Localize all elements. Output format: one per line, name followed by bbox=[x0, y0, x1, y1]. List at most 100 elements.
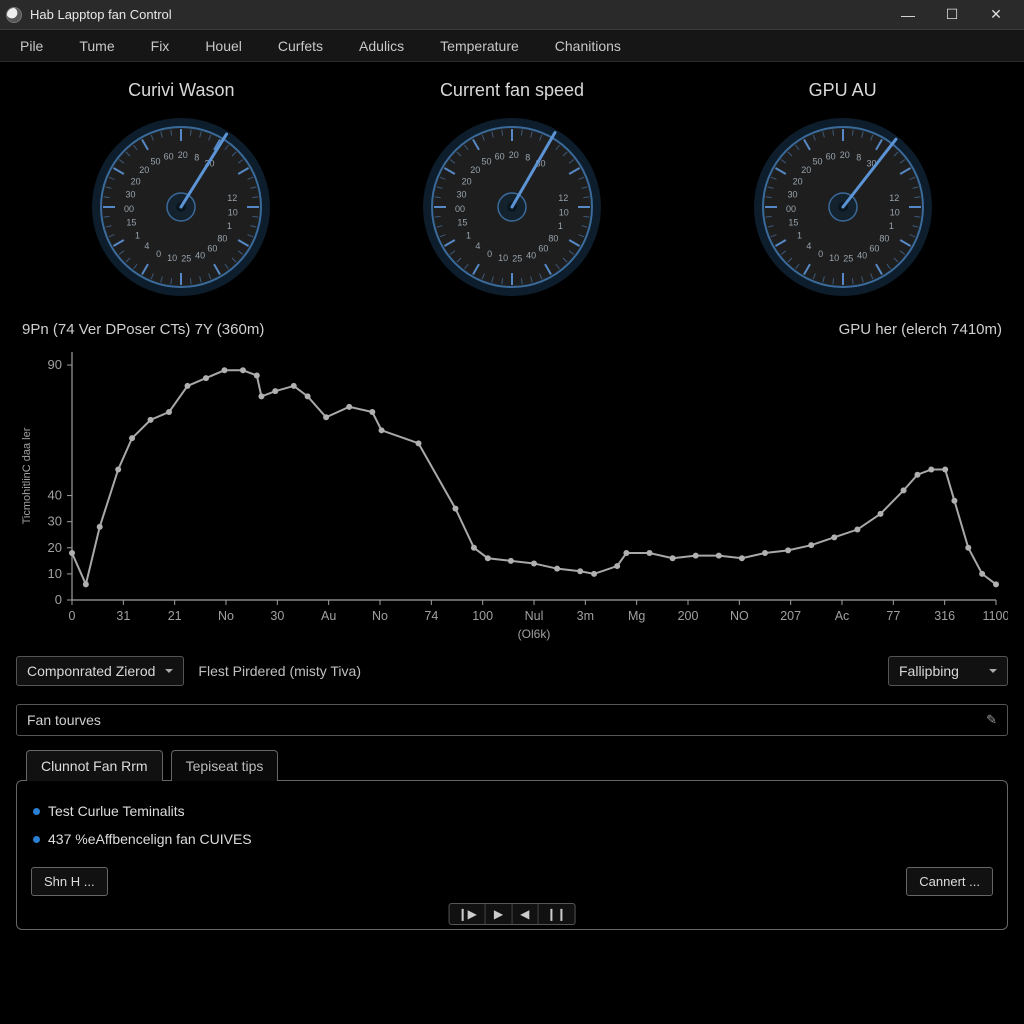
svg-text:0: 0 bbox=[69, 609, 76, 623]
media-btn-0[interactable]: ❙▶ bbox=[450, 904, 486, 924]
svg-text:60: 60 bbox=[825, 151, 835, 161]
panel-body: Test Curlue Teminalits 437 %eAffbencelign… bbox=[16, 780, 1008, 930]
svg-text:15: 15 bbox=[457, 218, 467, 228]
svg-text:20: 20 bbox=[509, 150, 519, 160]
list-item[interactable]: Test Curlue Teminalits bbox=[31, 797, 993, 825]
svg-text:NO: NO bbox=[730, 609, 749, 623]
svg-text:00: 00 bbox=[786, 204, 796, 214]
svg-text:20: 20 bbox=[839, 150, 849, 160]
svg-text:80: 80 bbox=[879, 233, 889, 243]
svg-text:No: No bbox=[218, 609, 234, 623]
svg-text:20: 20 bbox=[131, 177, 141, 187]
media-btn-1[interactable]: ▶ bbox=[486, 904, 512, 924]
svg-text:80: 80 bbox=[548, 233, 558, 243]
svg-text:1: 1 bbox=[558, 221, 563, 231]
gauge-title-2: GPU AU bbox=[693, 80, 993, 101]
close-button[interactable]: ✕ bbox=[974, 0, 1018, 30]
mode-dropdown[interactable]: Fallipbing bbox=[888, 656, 1008, 686]
list-item[interactable]: 437 %eAffbencelign fan CUIVES bbox=[31, 825, 993, 853]
svg-text:Ac: Ac bbox=[835, 609, 850, 623]
svg-text:4: 4 bbox=[145, 241, 150, 251]
svg-text:20: 20 bbox=[140, 165, 150, 175]
media-btn-3[interactable]: ❙❙ bbox=[538, 904, 574, 924]
tab-0[interactable]: Clunnot Fan Rrm bbox=[26, 750, 163, 781]
svg-text:60: 60 bbox=[208, 243, 218, 253]
svg-text:80: 80 bbox=[218, 233, 228, 243]
svg-text:40: 40 bbox=[857, 250, 867, 260]
svg-text:60: 60 bbox=[538, 243, 548, 253]
svg-text:15: 15 bbox=[127, 218, 137, 228]
svg-text:12: 12 bbox=[228, 193, 238, 203]
svg-text:3m: 3m bbox=[577, 609, 594, 623]
menu-adulics[interactable]: Adulics bbox=[341, 32, 422, 60]
svg-text:25: 25 bbox=[182, 254, 192, 264]
svg-text:21: 21 bbox=[168, 609, 182, 623]
tab-1[interactable]: Tepiseat tips bbox=[171, 750, 279, 781]
svg-text:10: 10 bbox=[498, 253, 508, 263]
fan-curves-panel: Clunnot Fan Rrm Tepiseat tips Test Curlue… bbox=[16, 750, 1008, 930]
svg-text:31: 31 bbox=[116, 609, 130, 623]
maximize-button[interactable]: ☐ bbox=[930, 0, 974, 30]
menu-fix[interactable]: Fix bbox=[133, 32, 188, 60]
gauge-title-1: Current fan speed bbox=[362, 80, 662, 101]
gauge-title-0: Curivi Wason bbox=[31, 80, 331, 101]
menu-pile[interactable]: Pile bbox=[2, 32, 61, 60]
tab-bar: Clunnot Fan Rrm Tepiseat tips bbox=[26, 750, 1008, 781]
svg-text:1: 1 bbox=[135, 231, 140, 241]
svg-text:0: 0 bbox=[818, 249, 823, 259]
title-bar: Hab Lapptop fan Control — ☐ ✕ bbox=[0, 0, 1024, 30]
svg-text:20: 20 bbox=[462, 177, 472, 187]
menu-bar: PileTumeFixHouelCurfetsAdulicsTemperatur… bbox=[0, 30, 1024, 62]
menu-temperature[interactable]: Temperature bbox=[422, 32, 537, 60]
chart-captions: 9Pn (74 Ver DPoser CTs) 7Y (360m) GPU he… bbox=[16, 321, 1008, 344]
media-btn-2[interactable]: ◀ bbox=[512, 904, 538, 924]
svg-text:20: 20 bbox=[792, 177, 802, 187]
svg-text:1: 1 bbox=[466, 231, 471, 241]
edit-icon[interactable]: ✎ bbox=[986, 712, 997, 728]
svg-text:90: 90 bbox=[48, 357, 62, 372]
minimize-button[interactable]: — bbox=[886, 0, 930, 30]
svg-text:74: 74 bbox=[424, 609, 438, 623]
svg-text:8: 8 bbox=[856, 152, 861, 162]
svg-text:10: 10 bbox=[889, 207, 899, 217]
bullet-icon bbox=[33, 836, 40, 843]
svg-text:60: 60 bbox=[495, 151, 505, 161]
svg-text:1: 1 bbox=[797, 231, 802, 241]
svg-text:1100: 1100 bbox=[983, 609, 1008, 623]
svg-text:Nul: Nul bbox=[525, 609, 544, 623]
app-icon bbox=[6, 7, 22, 23]
svg-text:Au: Au bbox=[321, 609, 336, 623]
menu-houel[interactable]: Houel bbox=[187, 32, 260, 60]
svg-text:30: 30 bbox=[126, 190, 136, 200]
svg-text:20: 20 bbox=[48, 540, 62, 555]
svg-text:No: No bbox=[372, 609, 388, 623]
svg-text:TicmohitlinC daa ler: TicmohitlinC daa ler bbox=[21, 427, 33, 524]
menu-curfets[interactable]: Curfets bbox=[260, 32, 341, 60]
list-item-label: Test Curlue Teminalits bbox=[48, 803, 185, 819]
show-button[interactable]: Shn H ... bbox=[31, 867, 108, 896]
fan-curves-header[interactable]: Fan tourves ✎ bbox=[16, 704, 1008, 736]
svg-text:00: 00 bbox=[124, 204, 134, 214]
svg-text:15: 15 bbox=[788, 218, 798, 228]
profile-dropdown[interactable]: Componrated Zierod bbox=[16, 656, 184, 686]
svg-text:30: 30 bbox=[456, 190, 466, 200]
svg-text:12: 12 bbox=[558, 193, 568, 203]
svg-text:207: 207 bbox=[780, 609, 801, 623]
connect-button[interactable]: Cannert ... bbox=[906, 867, 993, 896]
svg-text:12: 12 bbox=[889, 193, 899, 203]
svg-text:10: 10 bbox=[559, 207, 569, 217]
menu-tume[interactable]: Tume bbox=[61, 32, 132, 60]
svg-text:8: 8 bbox=[525, 152, 530, 162]
svg-text:10: 10 bbox=[228, 207, 238, 217]
svg-text:30: 30 bbox=[270, 609, 284, 623]
menu-chanitions[interactable]: Chanitions bbox=[537, 32, 639, 60]
gauge-2: GPU AU2050602083012101806040251004115003… bbox=[693, 80, 993, 297]
gauges-row: Curivi Wason2050602083012101806040251004… bbox=[16, 80, 1008, 297]
svg-text:1: 1 bbox=[227, 221, 232, 231]
svg-text:20: 20 bbox=[178, 150, 188, 160]
svg-text:100: 100 bbox=[472, 609, 493, 623]
media-controls: ❙▶▶◀❙❙ bbox=[449, 903, 576, 925]
svg-text:4: 4 bbox=[475, 241, 480, 251]
svg-text:60: 60 bbox=[869, 243, 879, 253]
svg-text:00: 00 bbox=[455, 204, 465, 214]
